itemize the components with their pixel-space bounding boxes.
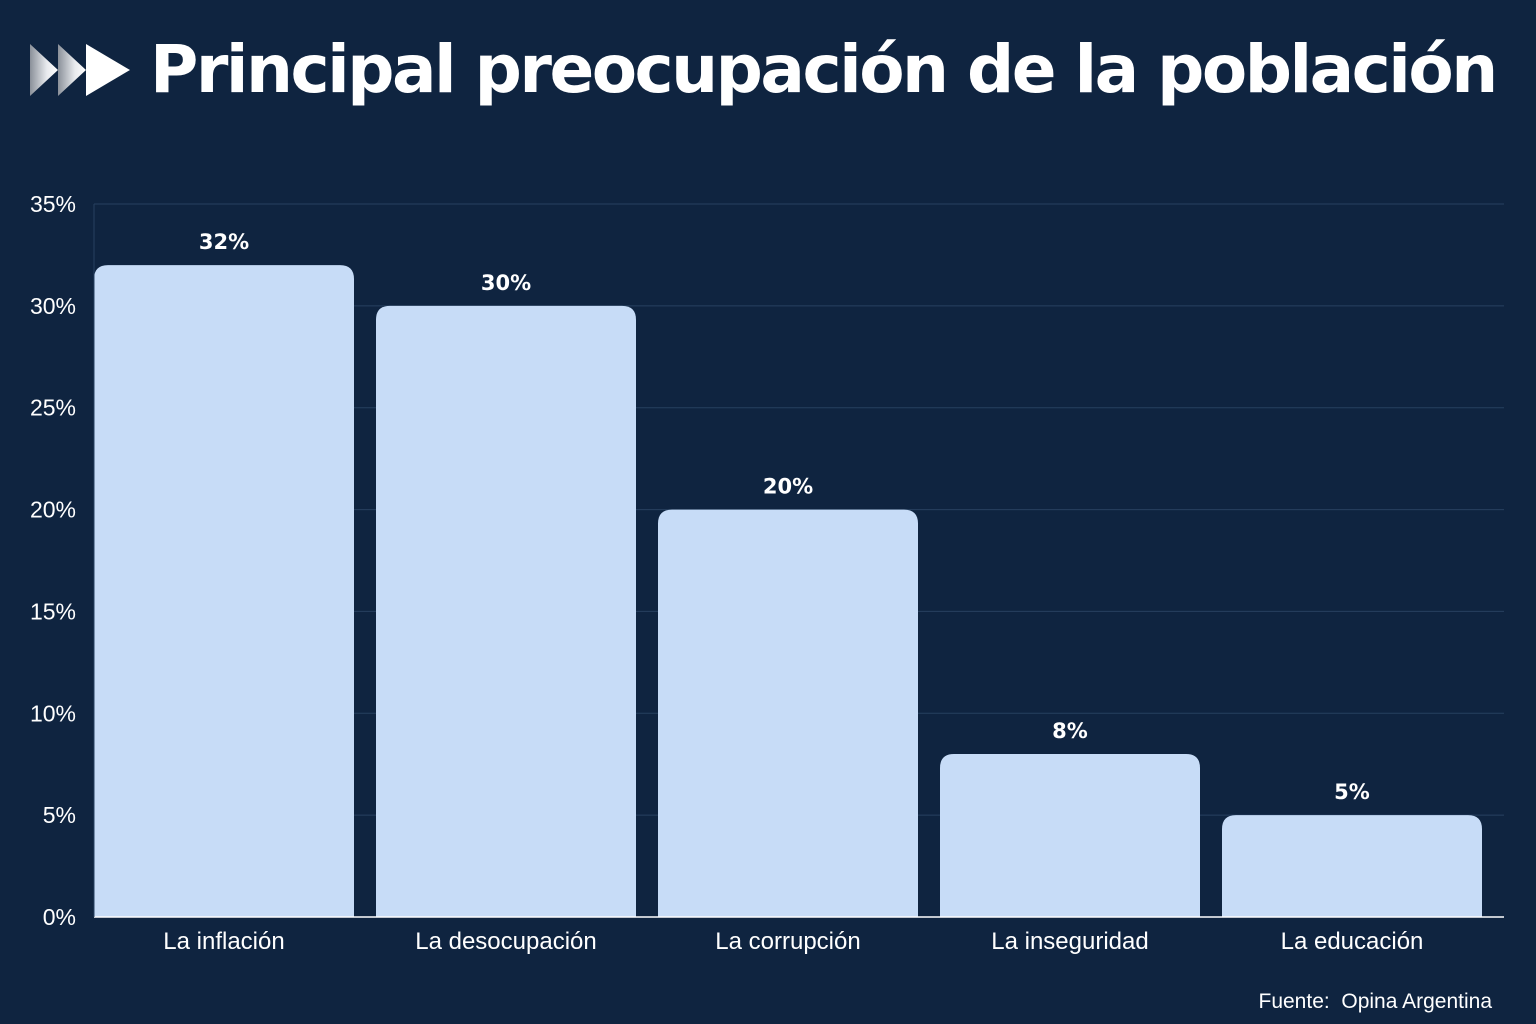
y-tick-label: 30%: [30, 293, 76, 319]
data-label: 32%: [199, 230, 249, 254]
y-tick-label: 10%: [30, 700, 76, 726]
x-tick-label: La desocupación: [415, 928, 596, 955]
data-label: 20%: [763, 475, 813, 499]
y-tick-label: 15%: [30, 598, 76, 624]
data-label: 30%: [481, 271, 531, 295]
bar: [1222, 815, 1482, 917]
chart-header: Principal preocupación de la población: [28, 28, 1498, 112]
triple-chevron-right-icon: [30, 44, 130, 96]
x-tick-label: La corrupción: [715, 928, 860, 955]
bar: [94, 265, 354, 918]
y-tick-label: 5%: [43, 802, 76, 828]
x-tick-label: La educación: [1281, 928, 1424, 955]
bar: [376, 305, 636, 917]
y-tick-label: 25%: [30, 395, 76, 421]
y-tick-label: 20%: [30, 497, 76, 523]
data-label: 8%: [1052, 719, 1088, 743]
bar: [940, 754, 1200, 917]
chart-title: Principal preocupación de la población: [150, 31, 1498, 108]
x-tick-label: La inseguridad: [991, 928, 1148, 955]
y-tick-label: 35%: [30, 191, 76, 217]
y-tick-label: 0%: [43, 904, 76, 930]
x-tick-label: La inflación: [163, 928, 284, 955]
source-note: Fuente: Opina Argentina: [1258, 990, 1493, 1013]
bar: [658, 509, 918, 917]
data-label: 5%: [1334, 780, 1370, 804]
